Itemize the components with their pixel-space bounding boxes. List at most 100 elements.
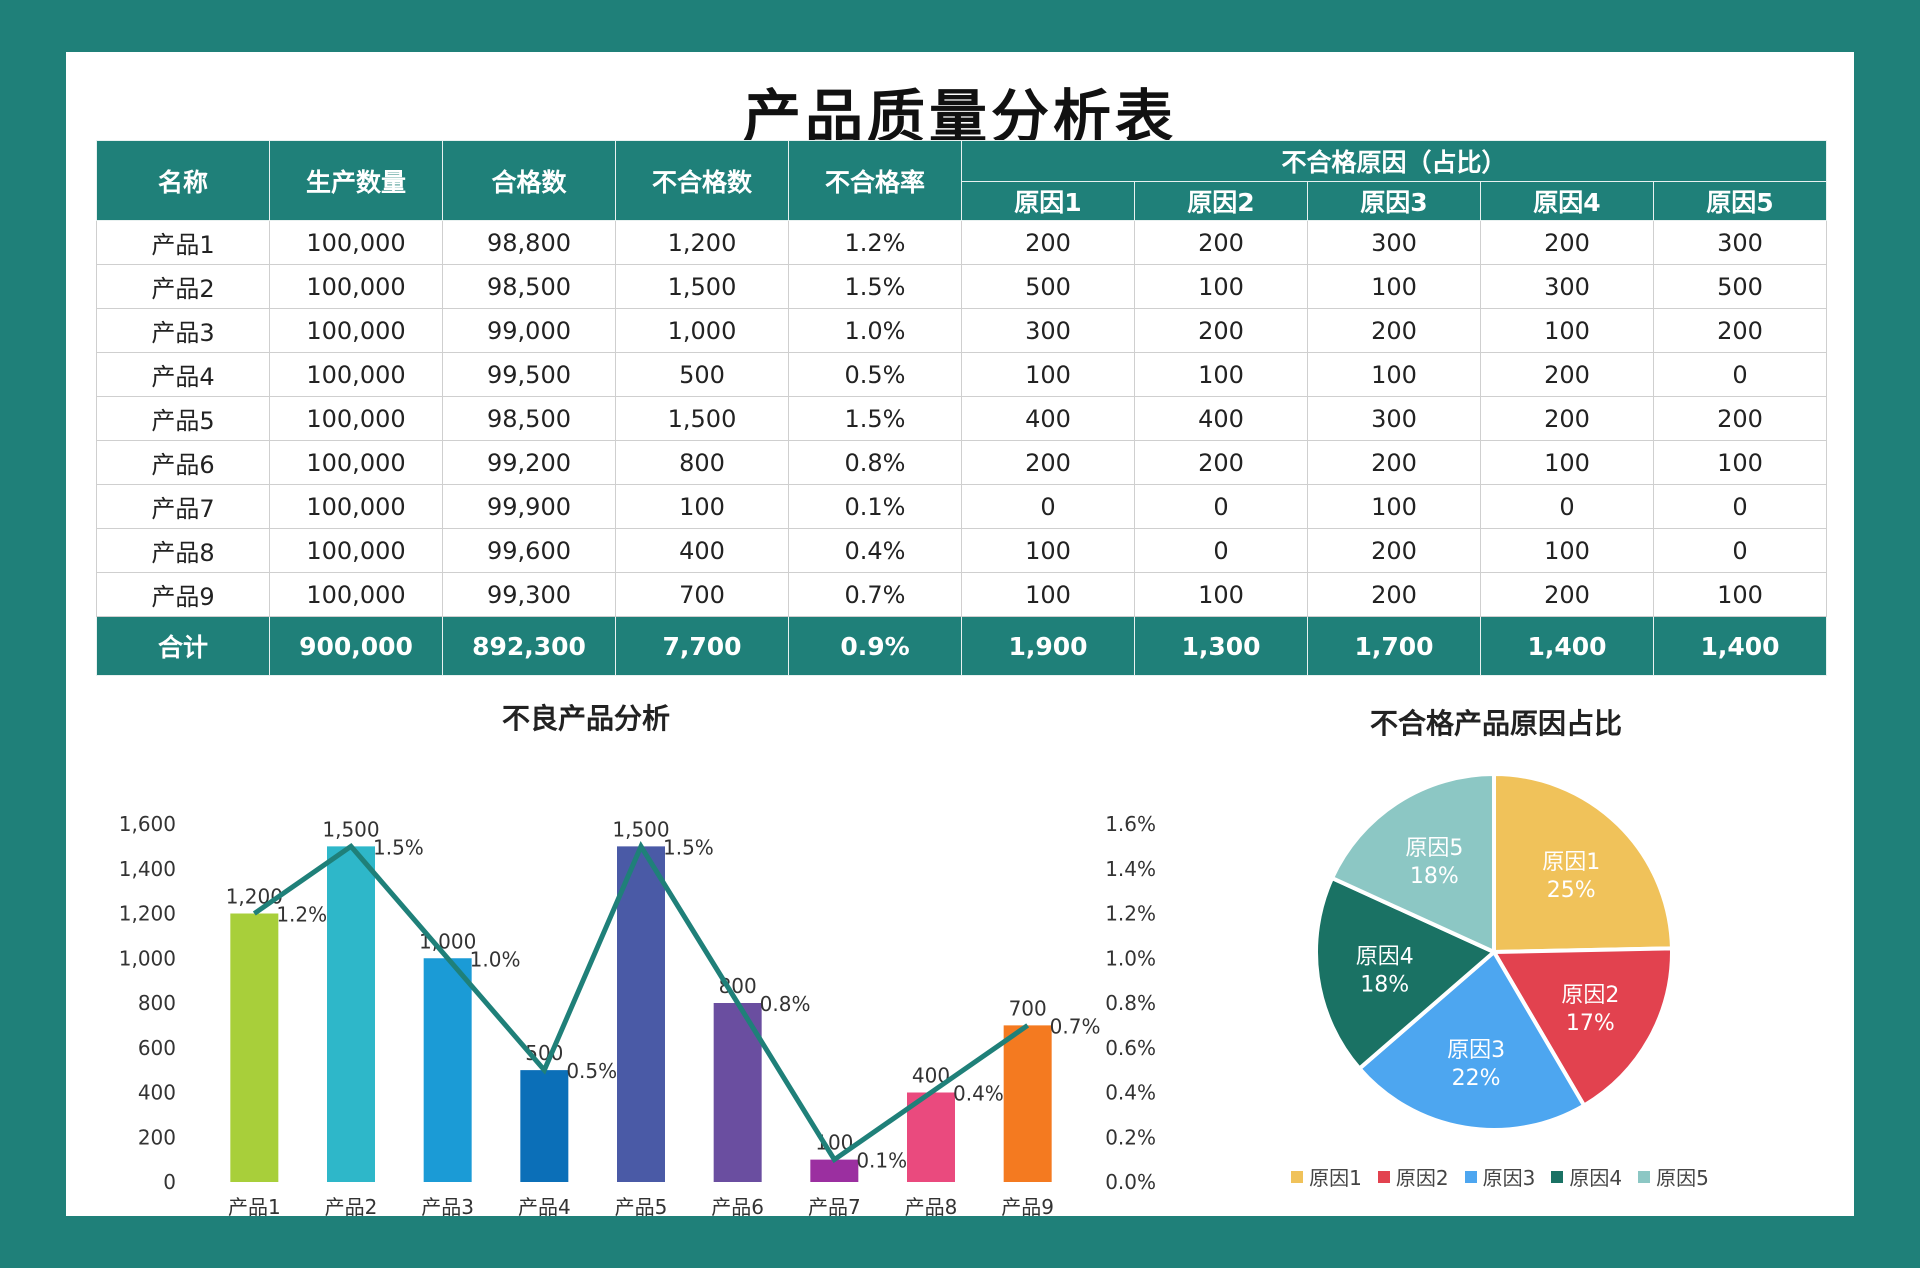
table-cell: 0.4% [788, 528, 962, 573]
header-reason-1: 原因1 [961, 181, 1135, 221]
bar [1003, 1025, 1052, 1182]
table-cell: 100 [1307, 352, 1481, 397]
bar-value-label: 1,500 [322, 817, 379, 841]
rate-line [252, 840, 1030, 1164]
table-cell: 1.5% [788, 396, 962, 441]
table-cell: 300 [1307, 396, 1481, 441]
table-cell: 500 [1653, 264, 1827, 309]
line-value-label: 0.4% [953, 1082, 1004, 1106]
table-cell: 1,000 [615, 308, 789, 353]
bar [617, 846, 665, 1182]
legend-label: 原因4 [1569, 1166, 1623, 1190]
table-cell: 200 [961, 440, 1135, 485]
table-cell: 产品6 [96, 440, 270, 485]
header-qualified: 合格数 [442, 140, 616, 221]
table-cell: 99,500 [442, 352, 616, 397]
table-cell: 100 [1480, 440, 1654, 485]
table-cell: 产品5 [96, 396, 270, 441]
table-row: 产品1 100,000 98,800 1,200 1.2% 200 200 300 200 300 [96, 220, 1827, 265]
bar [810, 1159, 859, 1182]
header-reason-5: 原因5 [1653, 181, 1827, 221]
table-cell: 产品9 [96, 572, 270, 617]
y2-tick-label: 1.0% [1105, 946, 1156, 970]
legend-swatch [1638, 1170, 1651, 1183]
pie-percent-label: 25% [1547, 878, 1596, 903]
table-cell: 100,000 [269, 308, 443, 353]
total-cell: 1,400 [1653, 616, 1827, 676]
table-cell: 100,000 [269, 264, 443, 309]
table-cell: 0.7% [788, 572, 962, 617]
table-row: 产品2 100,000 98,500 1,500 1.5% 500 100 100 300 500 [96, 264, 1827, 309]
x-tick-label: 产品1 [228, 1195, 281, 1219]
line-value-label: 1.0% [470, 947, 521, 971]
table-cell: 100,000 [269, 220, 443, 265]
y2-tick-label: 1.6% [1105, 812, 1156, 836]
x-tick-label: 产品3 [421, 1195, 474, 1219]
legend-swatch [1291, 1170, 1304, 1183]
table-cell: 100 [1480, 528, 1654, 573]
table-cell: 300 [1653, 220, 1827, 265]
table-cell: 100,000 [269, 396, 443, 441]
pie-slice-label: 原因4 [1356, 945, 1414, 970]
table-cell: 100 [1134, 572, 1308, 617]
total-cell: 1,300 [1134, 616, 1308, 676]
header-reason-group: 不合格原因（占比） [961, 140, 1827, 182]
x-tick-label: 产品9 [1001, 1195, 1054, 1219]
table-cell: 200 [1307, 528, 1481, 573]
table-cell: 200 [961, 220, 1135, 265]
table-cell: 100,000 [269, 484, 443, 529]
table-cell: 98,800 [442, 220, 616, 265]
table-cell: 1.5% [788, 264, 962, 309]
legend-label: 原因3 [1482, 1166, 1536, 1190]
table-cell: 0 [1653, 528, 1827, 573]
total-cell: 1,700 [1307, 616, 1481, 676]
table-cell: 200 [1134, 220, 1308, 265]
y2-tick-label: 0.2% [1105, 1125, 1156, 1149]
table-cell: 1,200 [615, 220, 789, 265]
table-cell: 200 [1307, 440, 1481, 485]
bar [520, 1070, 569, 1182]
line-value-label: 1.5% [663, 835, 714, 859]
table-cell: 产品2 [96, 264, 270, 309]
table-cell: 200 [1480, 352, 1654, 397]
table-cell: 700 [615, 572, 789, 617]
table-cell: 200 [1480, 220, 1654, 265]
table-row: 产品8 100,000 99,600 400 0.4% 100 0 200 100 0 [96, 528, 1827, 573]
total-cell: 1,400 [1480, 616, 1654, 676]
header-reason-3: 原因3 [1307, 181, 1481, 221]
table-cell: 99,900 [442, 484, 616, 529]
legend-item: 原因2 [1377, 1162, 1449, 1191]
table-cell: 100 [1653, 572, 1827, 617]
y2-tick-label: 0.6% [1105, 1036, 1156, 1060]
y2-tick-label: 0.4% [1105, 1081, 1156, 1105]
quality-table: 名称 生产数量 合格数 不合格数 不合格率 不合格原因（占比） 原因1 原因2 … [96, 140, 1827, 676]
legend-item: 原因3 [1464, 1162, 1536, 1191]
table-cell: 800 [615, 440, 789, 485]
y2-tick-label: 1.4% [1105, 857, 1156, 881]
pie-percent-label: 18% [1360, 973, 1409, 998]
table-cell: 99,200 [442, 440, 616, 485]
y-tick-label: 1,200 [119, 902, 176, 926]
table-cell: 1,500 [615, 264, 789, 309]
y-tick-label: 1,600 [119, 812, 176, 836]
table-cell: 产品7 [96, 484, 270, 529]
y-tick-label: 0 [163, 1170, 176, 1194]
total-cell: 合计 [96, 616, 270, 676]
legend-swatch [1377, 1170, 1390, 1183]
table-cell: 99,300 [442, 572, 616, 617]
legend-item: 原因1 [1291, 1162, 1362, 1191]
x-tick-label: 产品2 [325, 1195, 378, 1219]
legend-item: 原因4 [1551, 1162, 1622, 1191]
table-cell: 98,500 [442, 264, 616, 309]
bar-value-label: 1,500 [612, 817, 669, 841]
total-cell: 892,300 [442, 616, 616, 676]
header-reason-4: 原因4 [1480, 181, 1654, 221]
pie-slice-label: 原因3 [1447, 1038, 1505, 1063]
table-cell: 200 [1653, 396, 1827, 441]
table-cell: 200 [1480, 572, 1654, 617]
table-cell: 200 [1653, 308, 1827, 353]
pie-percent-label: 22% [1452, 1066, 1501, 1091]
table-cell: 100,000 [269, 440, 443, 485]
header-reason-2: 原因2 [1134, 181, 1308, 221]
y2-tick-label: 1.2% [1105, 902, 1156, 926]
